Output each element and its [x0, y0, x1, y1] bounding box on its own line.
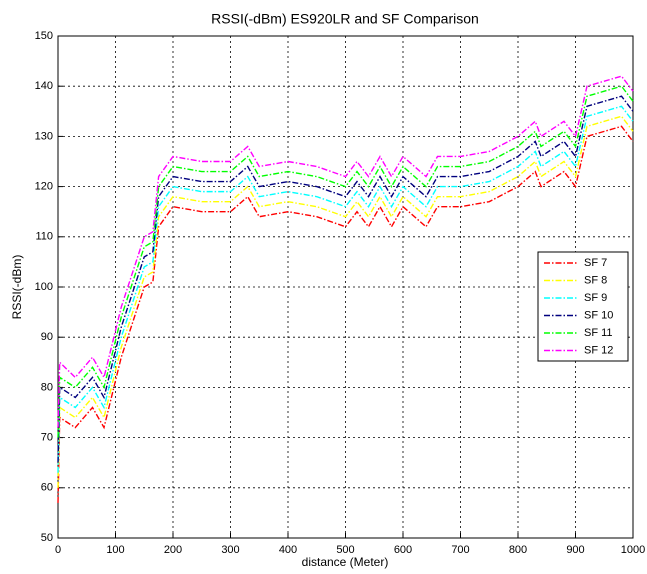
- x-axis-label: distance (Meter): [302, 555, 389, 569]
- legend-label: SF 12: [584, 344, 613, 356]
- series-line: [57, 75, 634, 428]
- series-line: [57, 105, 634, 473]
- x-tick-label: 800: [509, 544, 527, 556]
- chart-title: RSSI(-dBm) ES920LR and SF Comparison: [211, 11, 479, 27]
- x-tick-label: 500: [336, 544, 354, 556]
- x-tick-label: 900: [566, 544, 584, 556]
- y-tick-label: 60: [41, 482, 53, 494]
- series-line: [57, 115, 634, 488]
- x-tick-label: 100: [106, 544, 124, 556]
- legend-box: [537, 251, 629, 362]
- x-tick-label: 0: [55, 544, 61, 556]
- y-tick-label: 50: [41, 532, 53, 544]
- legend-label: SF 10: [584, 309, 613, 321]
- series-line: [57, 95, 634, 463]
- y-axis-label: RSSI(-dBm): [10, 255, 24, 320]
- x-tick-label: 700: [451, 544, 469, 556]
- y-tick-label: 100: [35, 281, 53, 293]
- x-tick-label: 300: [221, 544, 239, 556]
- y-tick-label: 70: [41, 432, 53, 444]
- y-tick-label: 110: [35, 231, 53, 243]
- y-tick-label: 80: [41, 381, 53, 393]
- y-tick-label: 130: [35, 130, 53, 142]
- legend-label: SF 7: [584, 257, 607, 269]
- legend-label: SF 8: [584, 274, 607, 286]
- series-line: [57, 85, 634, 438]
- y-tick-label: 120: [35, 181, 53, 193]
- y-tick-label: 140: [35, 80, 53, 92]
- legend-label: SF 11: [584, 327, 613, 339]
- y-tick-label: 90: [41, 331, 53, 343]
- x-tick-label: 1000: [621, 544, 645, 556]
- y-tick-label: 150: [35, 30, 53, 42]
- series-line: [57, 125, 634, 503]
- x-tick-label: 600: [394, 544, 412, 556]
- legend-label: SF 9: [584, 292, 607, 304]
- x-tick-label: 200: [164, 544, 182, 556]
- x-tick-label: 400: [279, 544, 297, 556]
